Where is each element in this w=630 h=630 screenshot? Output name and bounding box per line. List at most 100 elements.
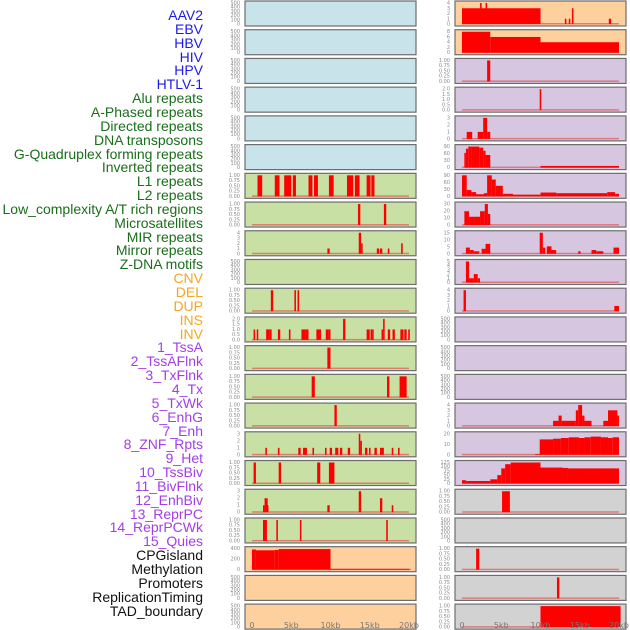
- data-bar: [558, 415, 562, 427]
- y-tick-label: 1.00: [229, 403, 240, 409]
- data-bar: [590, 436, 601, 455]
- track-label: DUP: [173, 297, 203, 314]
- data-bar: [617, 415, 619, 427]
- data-bar: [471, 192, 477, 197]
- y-tick-label: 1: [447, 276, 450, 282]
- data-bar: [381, 329, 384, 340]
- data-bar: [301, 329, 306, 340]
- data-bar: [299, 519, 302, 541]
- data-bar: [383, 318, 385, 340]
- data-bar: [343, 318, 346, 340]
- data-bar: [339, 447, 343, 455]
- y-tick-label: 400: [440, 349, 450, 355]
- data-bar: [476, 194, 484, 197]
- data-bar: [542, 247, 546, 254]
- track-label: Directed repeats: [100, 117, 203, 134]
- data-bar: [391, 505, 394, 513]
- data-bar: [575, 410, 579, 427]
- panel-background: [244, 201, 417, 228]
- data-bar: [354, 175, 360, 197]
- data-bar: [370, 329, 373, 340]
- data-bar: [316, 329, 322, 340]
- y-tick-label: 0.00: [439, 510, 450, 516]
- y-tick-label: 75: [444, 468, 450, 474]
- y-tick-label: 500: [440, 517, 450, 523]
- track-label: 13_ReprPC: [129, 505, 203, 522]
- y-tick-label: 60: [444, 180, 450, 186]
- y-tick-label: 0: [237, 136, 240, 142]
- y-tick-label: 400: [440, 321, 450, 327]
- y-tick-label: 0.25: [229, 476, 240, 482]
- y-tick-label: 2: [447, 11, 450, 17]
- track-panel: 0.000.250.500.751.00: [439, 488, 627, 516]
- y-tick-label: 4: [447, 263, 450, 269]
- y-tick-label: 300: [440, 354, 450, 360]
- track-label: L2 repeats: [136, 187, 203, 204]
- track-panel: 0.000.250.500.751.00: [229, 201, 417, 229]
- y-tick-label: 0.50: [439, 585, 450, 591]
- data-bar: [539, 439, 554, 455]
- y-tick-label: 10: [444, 237, 450, 243]
- track-label: CPGisland: [136, 547, 203, 564]
- data-bar: [474, 216, 481, 226]
- baseline: [252, 511, 409, 513]
- y-tick-label: 100: [230, 592, 240, 598]
- panel-background: [454, 57, 627, 85]
- data-bar: [274, 175, 280, 197]
- track-label: MIR repeats: [126, 228, 203, 245]
- track-label: Low_complexity A/T rich regions: [2, 200, 204, 217]
- data-bar: [485, 3, 488, 24]
- y-tick-label: 200: [440, 358, 450, 364]
- y-tick-label: 300: [440, 382, 450, 388]
- data-bar: [379, 248, 383, 254]
- data-bar: [328, 175, 334, 197]
- y-tick-label: 60: [444, 151, 450, 157]
- y-tick-label: 500: [230, 144, 240, 150]
- data-bar: [502, 193, 514, 197]
- data-bar: [298, 447, 301, 455]
- data-bar: [556, 577, 560, 599]
- y-tick-label: 500: [230, 1, 240, 7]
- data-bar: [366, 329, 370, 340]
- y-tick-label: 4: [447, 288, 450, 294]
- y-tick-label: 500: [230, 259, 240, 265]
- panel-background: [454, 345, 627, 372]
- track-label: AAV2: [168, 7, 203, 23]
- y-tick-label: 0: [237, 165, 240, 171]
- panel-background: [244, 402, 417, 429]
- data-bar: [277, 329, 281, 340]
- y-tick-label: 0.5: [442, 102, 450, 108]
- y-tick-label: 10: [444, 442, 450, 448]
- data-bar: [361, 243, 363, 254]
- panel-background: [244, 86, 417, 113]
- y-tick-label: 0: [237, 510, 240, 516]
- data-bar: [465, 261, 470, 283]
- baseline: [462, 310, 619, 312]
- y-tick-label: 0.50: [439, 557, 450, 563]
- data-bar: [294, 290, 296, 312]
- panel-background: [454, 373, 627, 400]
- data-bar: [535, 454, 540, 455]
- y-tick-label: 0: [447, 395, 450, 401]
- data-bar: [276, 519, 278, 541]
- track-label: TAD_boundary: [109, 602, 203, 619]
- track-label: 10_TssBiv: [139, 464, 203, 481]
- y-tick-label: 0.50: [229, 356, 240, 362]
- data-bar: [266, 329, 270, 340]
- y-tick-label: 0.25: [229, 217, 240, 223]
- data-bar: [462, 31, 491, 53]
- data-bar: [347, 447, 351, 455]
- track-label: A-Phased repeats: [90, 103, 203, 120]
- panel-background: [454, 488, 627, 515]
- data-bar: [358, 232, 362, 254]
- data-bar: [485, 243, 491, 254]
- data-bar: [607, 192, 616, 197]
- data-bar: [501, 468, 506, 484]
